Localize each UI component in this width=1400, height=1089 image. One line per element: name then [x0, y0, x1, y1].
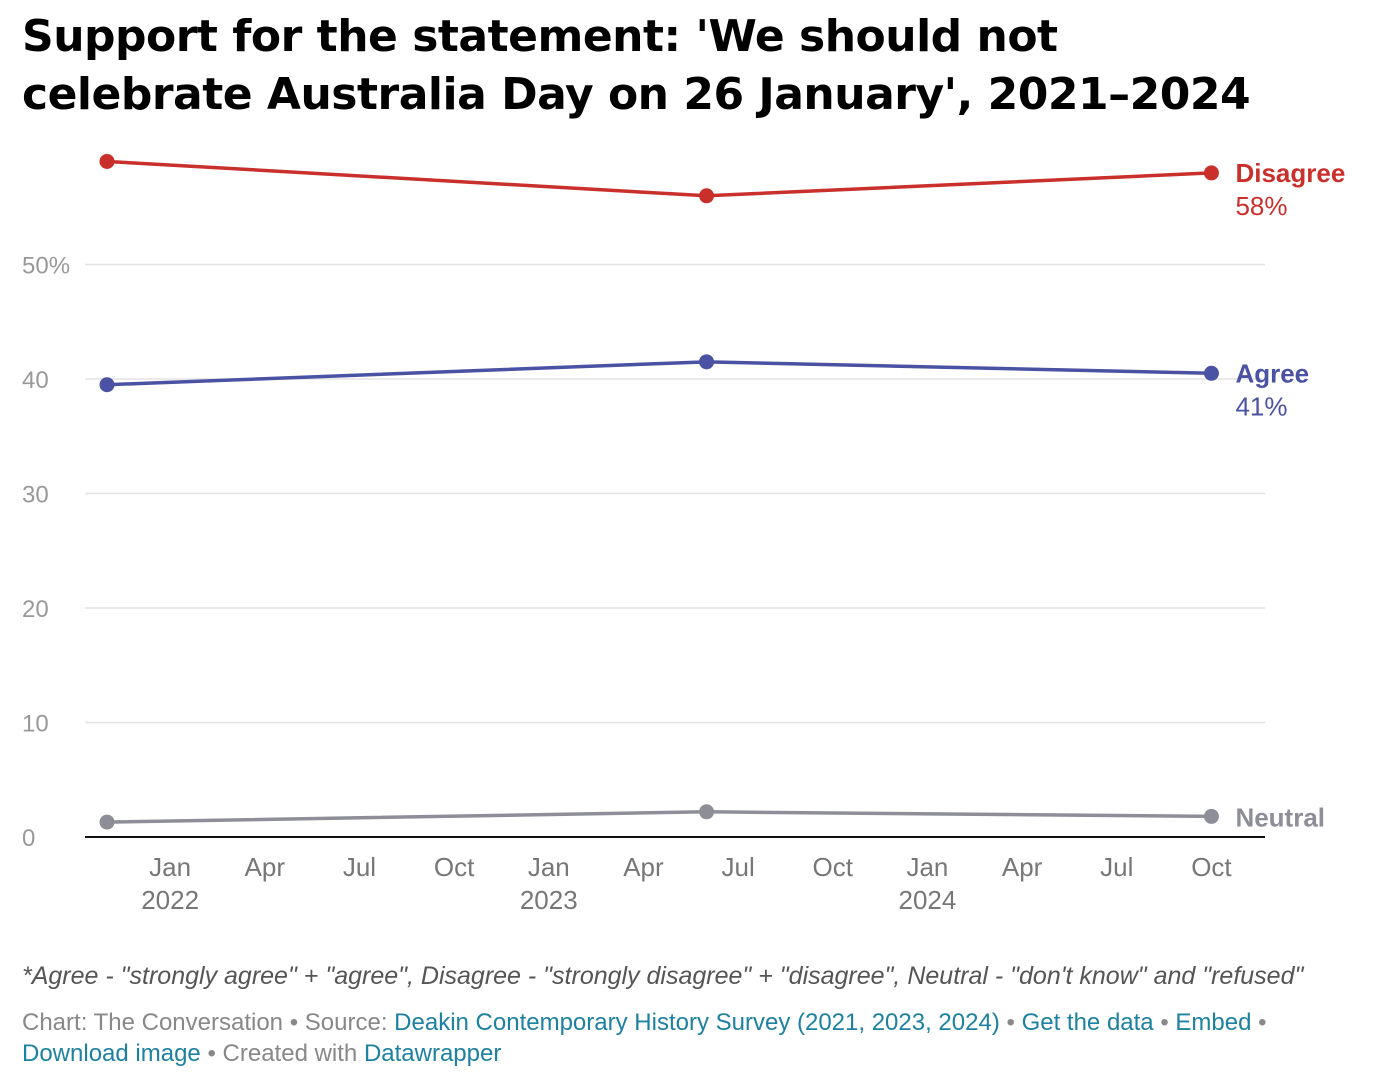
footer-separator: •: [289, 1009, 299, 1036]
x-tick-year-label: 2024: [899, 885, 957, 915]
y-tick-label: 30: [22, 482, 49, 509]
footer-separator: •: [1258, 1009, 1267, 1036]
created-with-prefix: Created with: [222, 1040, 358, 1067]
chart-footer: Chart: The Conversation • Source: Deakin…: [22, 1007, 1382, 1069]
series-label-neutral: Neutral: [1235, 802, 1325, 832]
series-group: [99, 153, 1219, 830]
chart-title: Support for the statement: 'We should no…: [22, 11, 1251, 120]
x-tick-label: Jul: [1100, 852, 1133, 882]
series-label-disagree: Disagree: [1235, 158, 1345, 188]
footer-separator: •: [1160, 1009, 1169, 1036]
data-point-disagree: [699, 188, 715, 204]
x-tick-label: Oct: [434, 852, 475, 882]
x-tick-label: Jan: [528, 852, 570, 882]
y-tick-label: 0: [22, 825, 35, 852]
y-tick-label: 10: [22, 711, 49, 738]
x-tick-label: Jul: [721, 852, 754, 882]
chart-note: *Agree - "strongly agree" + "agree", Dis…: [22, 962, 1304, 990]
series-value-label-agree: 41%: [1235, 391, 1287, 421]
datawrapper-link[interactable]: Datawrapper: [363, 1040, 502, 1067]
y-tick-label: 50%: [22, 253, 70, 280]
y-axis-ticks: 0 10 20 30 40 50%: [22, 253, 70, 853]
grid-lines: [85, 263, 1265, 838]
x-tick-label: Jan: [906, 852, 948, 882]
data-point-agree: [1203, 365, 1219, 381]
x-tick-label: Apr: [1002, 852, 1043, 882]
x-tick-year-label: 2023: [520, 885, 578, 915]
y-tick-label: 40: [22, 367, 49, 394]
series-line-disagree: [106, 159, 1212, 198]
get-data-link[interactable]: Get the data: [1021, 1009, 1154, 1036]
x-tick-label: Jan: [149, 852, 191, 882]
x-tick-year-label: 2022: [141, 885, 199, 915]
embed-link[interactable]: Embed: [1175, 1009, 1252, 1036]
series-line-neutral: [106, 810, 1212, 824]
x-tick-label: Apr: [245, 852, 286, 882]
data-point-disagree: [1203, 165, 1219, 181]
data-point-neutral: [1203, 808, 1219, 824]
footer-separator: •: [207, 1040, 216, 1067]
footer-separator: •: [1006, 1009, 1015, 1036]
chart-credit: Chart: The Conversation: [22, 1009, 284, 1036]
data-point-agree: [699, 354, 715, 370]
x-tick-label: Oct: [1191, 852, 1232, 882]
data-point-neutral: [699, 804, 715, 820]
series-line-agree: [106, 360, 1212, 387]
x-tick-label: Oct: [813, 852, 854, 882]
x-tick-label: Jul: [343, 852, 376, 882]
source-prefix: Source:: [304, 1009, 388, 1036]
data-point-neutral: [99, 814, 115, 830]
source-link[interactable]: Deakin Contemporary History Survey (2021…: [394, 1009, 1000, 1036]
series-label-agree: Agree: [1235, 358, 1309, 388]
data-point-agree: [99, 377, 115, 393]
x-tick-label: Apr: [623, 852, 664, 882]
series-value-label-disagree: 58%: [1235, 191, 1287, 221]
y-tick-label: 20: [22, 596, 49, 623]
data-point-disagree: [99, 153, 115, 169]
download-image-link[interactable]: Download image: [22, 1040, 201, 1067]
